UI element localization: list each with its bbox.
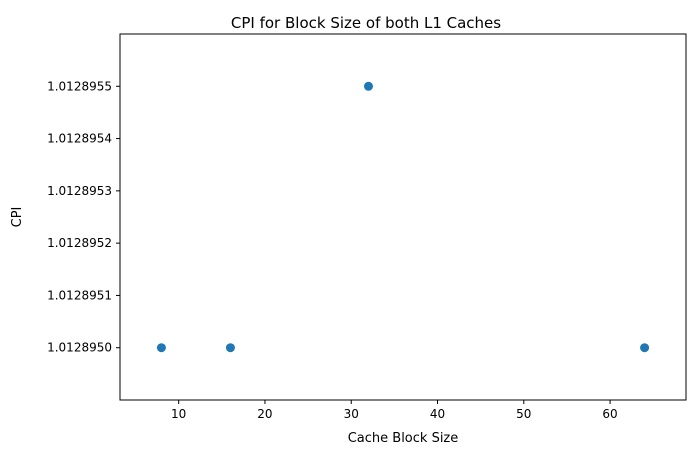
y-tick-label: 1.0128955 xyxy=(47,79,112,93)
x-tick-label: 20 xyxy=(257,407,272,421)
y-tick-label: 1.0128954 xyxy=(47,132,112,146)
data-point xyxy=(225,343,235,353)
chart-title: CPI for Block Size of both L1 Caches xyxy=(231,14,501,32)
x-tick-label: 10 xyxy=(171,407,186,421)
data-point xyxy=(640,343,650,353)
data-point xyxy=(363,81,373,91)
x-axis-label: Cache Block Size xyxy=(348,431,459,446)
y-tick-label: 1.0128953 xyxy=(47,184,112,198)
data-points xyxy=(156,81,650,353)
y-tick-label: 1.0128951 xyxy=(47,288,112,302)
y-tick-label: 1.0128950 xyxy=(47,341,112,355)
y-axis: 1.0128950 1.0128951 1.0128952 1.0128953 1.01… xyxy=(47,79,120,355)
data-point xyxy=(156,343,166,353)
x-tick-label: 40 xyxy=(430,407,445,421)
x-tick-label: 60 xyxy=(602,407,617,421)
x-axis: 10 20 30 40 50 60 xyxy=(171,400,618,421)
plot-frame xyxy=(119,33,687,401)
x-tick-label: 50 xyxy=(516,407,531,421)
y-axis-label: CPI xyxy=(10,207,25,228)
y-tick-label: 1.0128952 xyxy=(47,236,112,250)
x-tick-label: 30 xyxy=(344,407,359,421)
